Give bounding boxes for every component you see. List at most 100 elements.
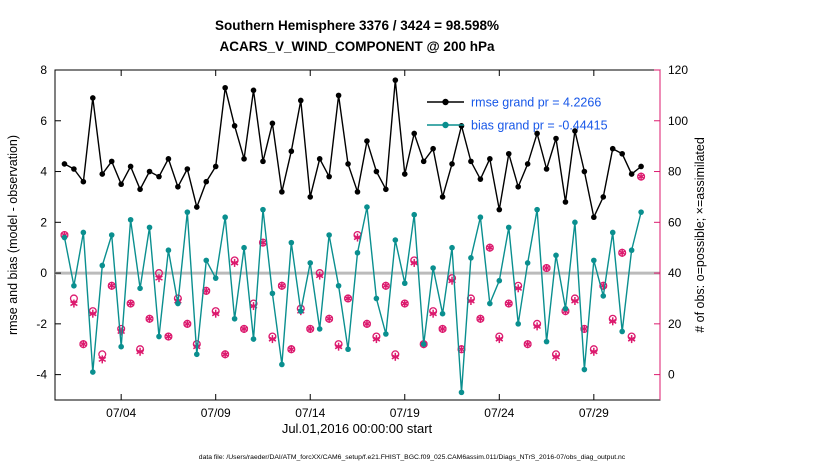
rmse-point — [392, 77, 399, 83]
series-rmse — [61, 77, 644, 221]
bias-point — [127, 216, 134, 223]
rmse-point — [534, 130, 540, 137]
bias-point — [468, 255, 474, 261]
bias-point — [156, 333, 162, 340]
y-tick-label-left: 6 — [40, 114, 47, 128]
bias-point — [373, 295, 380, 302]
obs-assimilated-marker — [429, 309, 437, 318]
rmse-point — [335, 92, 342, 99]
rmse-point — [241, 156, 247, 162]
rmse-point — [175, 183, 181, 190]
rmse-point — [297, 97, 304, 104]
rmse-point — [420, 158, 427, 165]
y-tick-label-left: 2 — [40, 215, 47, 229]
obs-assimilated-marker — [608, 317, 617, 326]
y-tick-label-right: 0 — [668, 368, 675, 382]
y-tick-label-right: 80 — [668, 165, 682, 179]
obs-assimilated-marker — [627, 335, 636, 344]
rmse-point — [354, 189, 361, 195]
legend-label: bias grand pr = -0.44415 — [471, 119, 608, 133]
bias-point — [515, 321, 522, 327]
rmse-point — [307, 194, 314, 200]
rmse-point — [524, 161, 531, 167]
bias-point — [581, 366, 588, 373]
obs-assimilated-marker — [552, 352, 560, 361]
obs-assimilated-marker — [278, 281, 286, 290]
rmse-point — [364, 138, 370, 144]
rmse-point — [156, 173, 162, 180]
obs-assimilated-marker — [230, 258, 239, 267]
x-tick-label: 07/24 — [484, 406, 514, 420]
rmse-point — [449, 161, 455, 167]
y-tick-label-left: 4 — [40, 165, 47, 179]
obs-assimilated-marker — [476, 314, 485, 323]
footer-datafile: data file: /Users/raeder/DAI/ATM_forcXX/… — [199, 454, 626, 461]
chart-title: Southern Hemisphere 3376 / 3424 = 98.598… — [215, 18, 499, 33]
rmse-point — [600, 194, 607, 200]
obs-assimilated-marker — [98, 355, 107, 364]
obs-assimilated-marker — [391, 352, 400, 361]
obs-assimilated-marker — [410, 258, 419, 267]
rmse-point — [203, 178, 210, 185]
bias-point — [345, 346, 351, 353]
rmse-point — [553, 135, 559, 142]
bias-point — [279, 361, 285, 368]
bias-point — [401, 280, 408, 287]
bias-point — [609, 229, 616, 236]
rmse-point — [184, 166, 191, 172]
obs-assimilated-marker — [183, 319, 192, 328]
bias-point — [61, 234, 68, 241]
rmse-point — [496, 206, 503, 213]
obs-assimilated-marker — [382, 281, 390, 290]
rmse-point — [269, 120, 276, 127]
obs-assimilated-marker — [268, 335, 277, 344]
bias-point — [458, 389, 465, 396]
bias-point — [71, 282, 77, 289]
obs-assimilated-marker — [571, 297, 579, 305]
bias-point — [335, 282, 342, 289]
y-axis-right-ticks: 0 20 40 60 80 100 120 — [654, 63, 688, 382]
bias-point — [118, 343, 124, 350]
bias-point — [165, 247, 172, 254]
x-tick-label: 07/14 — [295, 406, 325, 420]
x-axis-ticks: 07/04 07/09 07/14 07/19 07/24 07/29 — [106, 70, 609, 420]
bias-point — [99, 262, 106, 269]
bias-point — [316, 326, 323, 332]
rmse-point — [279, 189, 285, 195]
obs-assimilated-marker — [287, 345, 296, 354]
rmse-point — [345, 161, 351, 167]
rmse-point — [638, 163, 644, 170]
legend: rmse grand pr = 4.2266 bias grand pr = -0… — [427, 96, 608, 133]
bias-point — [260, 206, 266, 213]
bias-point — [439, 310, 446, 317]
bias-point — [411, 211, 418, 218]
bias-point — [203, 257, 210, 264]
obs-assimilated-marker — [344, 294, 352, 303]
rmse-point — [316, 156, 323, 162]
obs-assimilated-marker — [400, 299, 409, 308]
y-axis-left-ticks: -4 -2 0 2 4 6 8 — [36, 63, 61, 382]
obs-assimilated-marker — [618, 248, 627, 257]
bias-point — [222, 214, 228, 221]
bias-point — [572, 219, 578, 226]
bias-point — [146, 224, 153, 231]
obs-assimilated-marker — [126, 299, 135, 308]
bias-point — [430, 265, 436, 271]
bias-point — [562, 305, 569, 312]
series-bias — [61, 204, 644, 396]
rmse-point — [288, 148, 295, 155]
bias-point — [354, 249, 361, 256]
obs-assimilated-marker — [88, 309, 97, 318]
bias-point — [543, 338, 550, 345]
rmse-point — [90, 95, 96, 101]
rmse-point — [61, 161, 68, 167]
bias-point — [619, 328, 625, 335]
bias-point — [449, 244, 455, 251]
rmse-point — [146, 168, 153, 175]
obs-assimilated-marker — [164, 332, 173, 341]
y-tick-label-left: -4 — [36, 368, 47, 382]
bias-point — [326, 232, 332, 238]
bias-point — [288, 239, 295, 246]
x-tick-label: 07/29 — [579, 406, 609, 420]
